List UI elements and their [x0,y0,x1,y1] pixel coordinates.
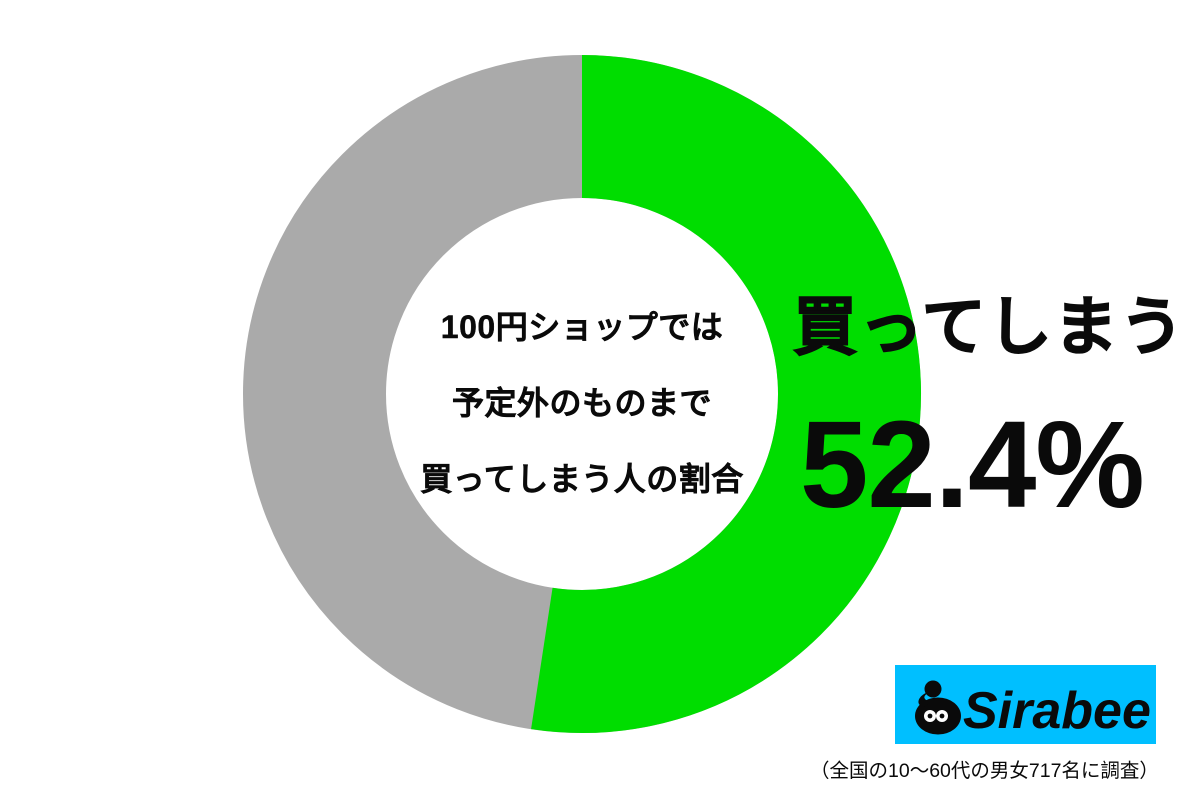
svg-text:Sirabee: Sirabee [963,682,1151,740]
